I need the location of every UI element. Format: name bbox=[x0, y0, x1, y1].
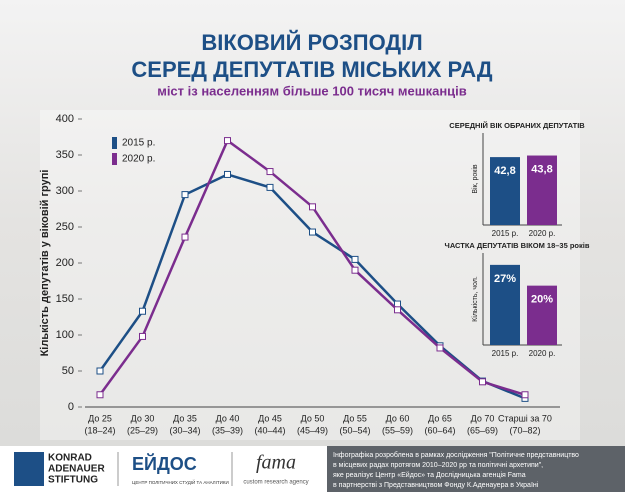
x-tick-label: До 70 bbox=[471, 413, 495, 423]
legend-label: 2020 р. bbox=[122, 154, 155, 165]
x-tick-label: До 55 bbox=[343, 413, 367, 423]
footer-note: в партнерстві з Представництвом Фонду К.… bbox=[333, 481, 539, 489]
legend-swatch bbox=[112, 153, 117, 165]
panel-title: ЧАСТКА ДЕПУТАТІВ ВІКОМ 18–35 років bbox=[445, 241, 590, 250]
y-axis-label: Вік, років bbox=[471, 164, 479, 194]
x-tick-sublabel: (50–54) bbox=[339, 425, 370, 435]
point bbox=[181, 191, 189, 199]
point bbox=[351, 255, 359, 263]
kas-text: STIFTUNG bbox=[48, 475, 98, 486]
x-tick-label: До 45 bbox=[258, 413, 282, 423]
x-tick-label: До 50 bbox=[301, 413, 325, 423]
point bbox=[351, 266, 359, 274]
point bbox=[224, 137, 231, 145]
value-label: 20% bbox=[531, 294, 553, 306]
x-tick-label: До 40 bbox=[216, 413, 240, 423]
x-tick-label: До 60 bbox=[386, 413, 410, 423]
point bbox=[309, 228, 316, 236]
x-tick-label: Старші за 70 bbox=[498, 413, 552, 423]
panel-title: СЕРЕДНІЙ ВІК ОБРАНИХ ДЕПУТАТІВ bbox=[449, 121, 585, 130]
x-tick-label: 2020 р. bbox=[529, 349, 556, 358]
eidos-sub: ЦЕНТР ПОЛІТИЧНИХ СТУДІЙ ТА АНАЛІТИКИ bbox=[132, 478, 229, 485]
x-tick-sublabel: (45–49) bbox=[297, 425, 328, 435]
y-axis-label: Кількість депутатів у віковій групі bbox=[39, 170, 51, 357]
y-tick-label: 400 bbox=[56, 113, 74, 125]
footer-note-bg bbox=[327, 446, 625, 492]
kas-logo bbox=[14, 452, 44, 486]
kas-text: ADENAUER bbox=[48, 464, 105, 475]
value-label: 42,8 bbox=[494, 165, 515, 177]
x-tick-sublabel: (55–59) bbox=[382, 425, 413, 435]
point bbox=[139, 307, 146, 315]
point bbox=[96, 391, 104, 399]
point bbox=[394, 306, 401, 314]
y-axis-label: Кількість, чол. bbox=[471, 276, 479, 322]
y-tick-label: 0 bbox=[68, 401, 74, 413]
x-tick-label: 2015 р. bbox=[492, 349, 519, 358]
y-tick-label: 50 bbox=[62, 365, 74, 377]
value-label: 27% bbox=[494, 273, 516, 285]
legend-swatch bbox=[112, 137, 117, 149]
bar bbox=[490, 157, 520, 225]
x-tick-sublabel: (70–82) bbox=[509, 425, 540, 435]
point bbox=[181, 233, 189, 241]
x-tick-label: 2015 р. bbox=[492, 229, 519, 238]
title-line: ВІКОВИЙ РОЗПОДІЛ bbox=[201, 30, 422, 55]
y-tick-label: 200 bbox=[56, 257, 74, 269]
bar bbox=[490, 264, 520, 345]
x-tick-sublabel: (60–64) bbox=[424, 425, 455, 435]
x-tick-sublabel: (18–24) bbox=[84, 425, 115, 435]
point bbox=[309, 203, 316, 211]
x-tick-sublabel: (35–39) bbox=[212, 425, 243, 435]
x-tick-sublabel: (25–29) bbox=[127, 425, 158, 435]
point bbox=[224, 170, 231, 178]
point bbox=[266, 183, 274, 191]
subtitle: міст із населенням більше 100 тисяч мешк… bbox=[157, 83, 467, 98]
y-tick-label: 350 bbox=[56, 149, 74, 161]
footer-note: Інфографіка розроблена в рамках дослідже… bbox=[333, 451, 579, 459]
x-tick-sublabel: (65–69) bbox=[467, 425, 498, 435]
bar bbox=[527, 285, 557, 345]
x-tick-label: До 35 bbox=[173, 413, 197, 423]
footer-note: в місцевих радах протягом 2010–2020 рр т… bbox=[333, 461, 543, 469]
x-tick-label: 2020 р. bbox=[529, 229, 556, 238]
point bbox=[479, 378, 486, 386]
background bbox=[0, 0, 625, 446]
x-tick-label: До 65 bbox=[428, 413, 452, 423]
kas-text: KONRAD bbox=[48, 453, 92, 464]
point bbox=[96, 367, 104, 375]
y-tick-label: 250 bbox=[56, 221, 74, 233]
x-tick-label: До 25 bbox=[88, 413, 112, 423]
point bbox=[139, 332, 146, 340]
fama-sub: custom research agency bbox=[243, 480, 308, 486]
point bbox=[521, 391, 529, 399]
fama-logo: fama bbox=[256, 452, 296, 474]
value-label: 43,8 bbox=[531, 163, 552, 175]
title-line: СЕРЕД ДЕПУТАТІВ МІСЬКИХ РАД bbox=[131, 57, 493, 82]
footer-note: яке реалізує Центр «Ейдос» та Дослідниць… bbox=[333, 471, 526, 479]
y-tick-label: 100 bbox=[56, 329, 74, 341]
point bbox=[266, 168, 274, 176]
legend-label: 2015 р. bbox=[122, 138, 155, 149]
y-tick-label: 300 bbox=[56, 185, 74, 197]
bar bbox=[527, 155, 557, 225]
x-tick-label: До 30 bbox=[131, 413, 155, 423]
y-tick-label: 150 bbox=[56, 293, 74, 305]
point bbox=[436, 344, 444, 352]
x-tick-sublabel: (40–44) bbox=[254, 425, 285, 435]
eidos-logo: ЕЙДОС bbox=[132, 453, 197, 474]
x-tick-sublabel: (30–34) bbox=[169, 425, 200, 435]
